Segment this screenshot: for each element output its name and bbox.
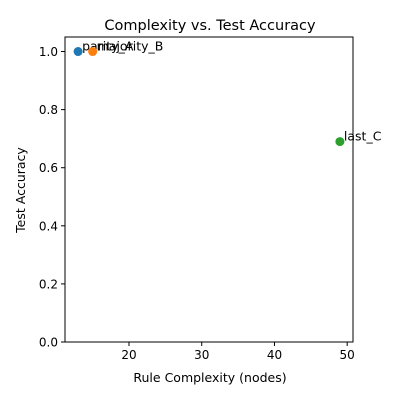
x-tick-label: 50 — [340, 348, 355, 362]
y-tick-label: 0.2 — [39, 277, 58, 291]
y-tick-label: 0.6 — [39, 161, 58, 175]
y-axis-label: Test Accuracy — [13, 147, 28, 234]
x-tick-label: 30 — [194, 348, 209, 362]
plot-frame — [65, 37, 353, 342]
x-axis: 20 30 40 50 — [121, 342, 354, 362]
y-axis: 0.0 0.2 0.4 0.6 0.8 1.0 — [39, 45, 65, 349]
y-tick-label: 0.8 — [39, 103, 58, 117]
y-tick-label: 0.4 — [39, 219, 58, 233]
x-tick-label: 20 — [121, 348, 136, 362]
x-tick-label: 40 — [267, 348, 282, 362]
x-axis-label: Rule Complexity (nodes) — [133, 370, 286, 385]
y-tick-label: 1.0 — [39, 45, 58, 59]
point-label: last_C — [344, 129, 382, 144]
chart-title: Complexity vs. Test Accuracy — [104, 18, 316, 34]
y-tick-label: 0.0 — [39, 336, 58, 350]
point-label: majority_B — [97, 39, 164, 54]
